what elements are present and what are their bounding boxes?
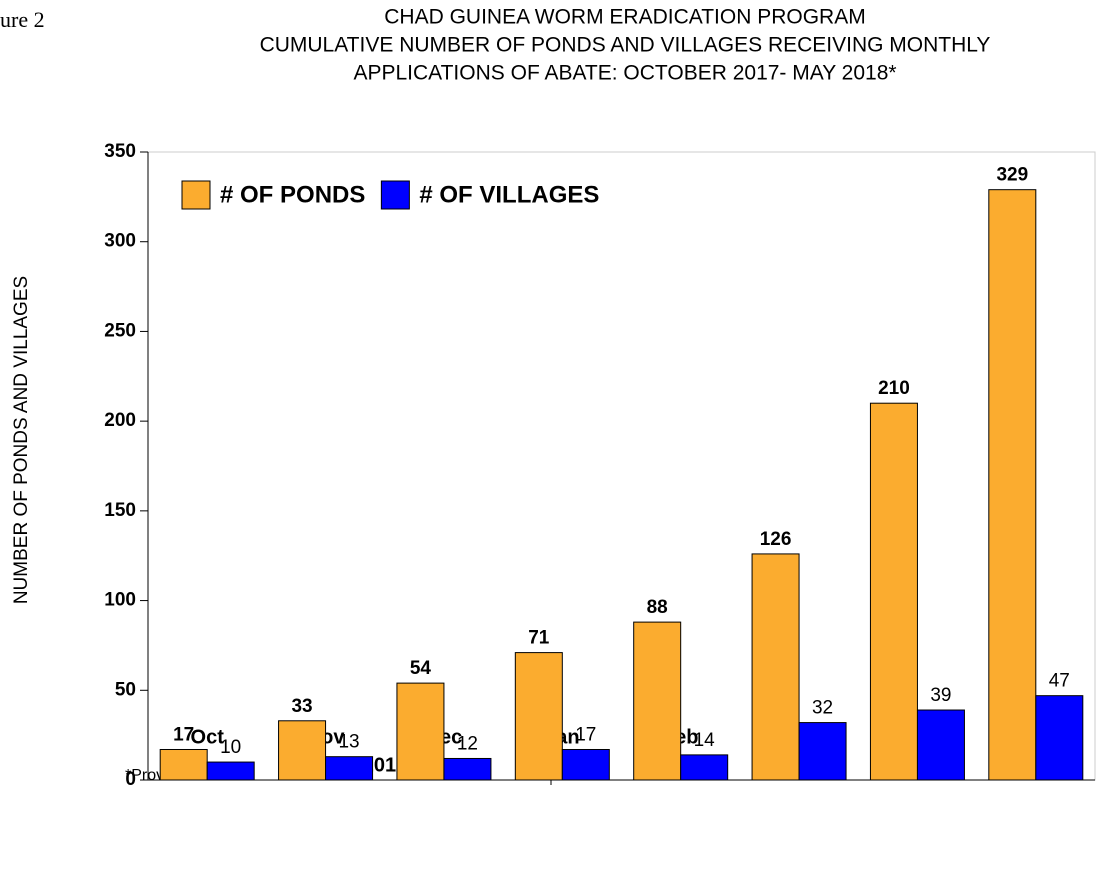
bar xyxy=(680,754,729,781)
bar xyxy=(561,748,610,781)
data-label: 126 xyxy=(760,529,792,550)
data-label: 17 xyxy=(173,725,194,746)
data-label: 32 xyxy=(812,698,833,719)
bar xyxy=(988,189,1037,781)
y-tick-label: 100 xyxy=(104,590,136,611)
chart-title: APPLICATIONS OF ABATE: OCTOBER 2017- MAY… xyxy=(353,62,896,85)
bar xyxy=(514,652,563,781)
legend-label: # OF VILLAGES xyxy=(419,181,599,208)
data-label: 14 xyxy=(694,730,716,751)
plot-frame xyxy=(147,151,1096,781)
year-label: 2017 xyxy=(363,754,408,776)
data-label: 12 xyxy=(457,733,478,754)
bar xyxy=(633,621,682,781)
chart-title: CUMULATIVE NUMBER OF PONDS AND VILLAGES … xyxy=(260,34,991,57)
bar xyxy=(206,761,255,781)
bar xyxy=(443,757,492,781)
data-label: 47 xyxy=(1049,671,1070,692)
x-tick-label: Oct xyxy=(191,726,225,748)
bar xyxy=(325,756,374,781)
y-tick-label: 300 xyxy=(104,231,136,252)
data-label: 88 xyxy=(647,597,668,618)
data-label: 210 xyxy=(878,378,910,399)
bar xyxy=(278,720,327,781)
bar xyxy=(751,553,800,781)
y-tick-label: 0 xyxy=(125,769,136,790)
legend-swatch xyxy=(380,180,410,210)
bar xyxy=(869,402,918,781)
bar xyxy=(159,748,208,781)
bar xyxy=(916,709,965,781)
legend-swatch xyxy=(181,180,211,210)
data-label: 17 xyxy=(575,725,596,746)
y-axis-label: NUMBER OF PONDS AND VILLAGES xyxy=(11,276,32,604)
data-label: 71 xyxy=(528,628,550,649)
data-label: 329 xyxy=(996,165,1028,186)
y-tick-label: 150 xyxy=(104,500,136,521)
bar xyxy=(1035,695,1084,781)
y-tick-label: 250 xyxy=(104,320,136,341)
data-label: 39 xyxy=(930,685,951,706)
y-tick-label: 350 xyxy=(104,141,136,162)
figure-label: ure 2 xyxy=(0,7,45,32)
legend-label: # OF PONDS xyxy=(220,181,365,208)
data-label: 54 xyxy=(410,658,432,679)
bar xyxy=(396,682,445,781)
y-tick-label: 50 xyxy=(115,679,136,700)
data-label: 33 xyxy=(291,696,312,717)
chart-title: CHAD GUINEA WORM ERADICATION PROGRAM xyxy=(384,6,865,29)
data-label: 10 xyxy=(220,737,241,758)
bar xyxy=(798,722,847,781)
data-label: 13 xyxy=(338,732,359,753)
y-tick-label: 200 xyxy=(104,410,136,431)
